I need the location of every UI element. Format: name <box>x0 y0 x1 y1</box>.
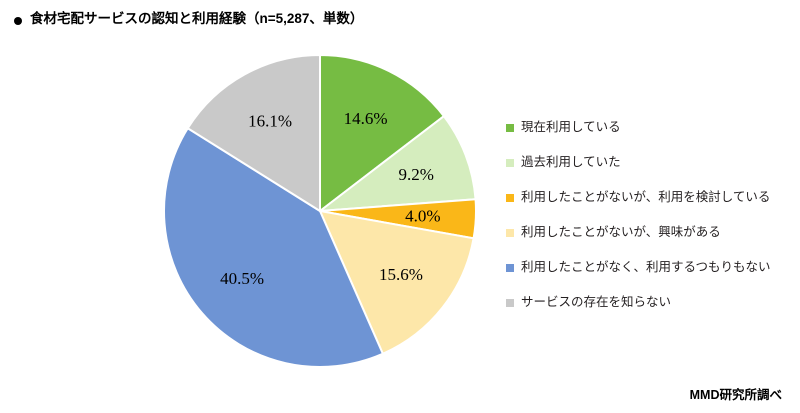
legend-swatch-icon <box>506 123 514 132</box>
legend-item[interactable]: 利用したことがないが、利用を検討している <box>506 180 792 215</box>
source-note: MMD研究所調べ <box>689 388 782 402</box>
pie-slice <box>316 114 477 213</box>
pie-slice-group <box>163 53 477 368</box>
pie-slice-value-label: 14.6% <box>344 109 388 128</box>
legend-item-label: サービスの存在を知らない <box>521 295 672 310</box>
pie-chart: 14.6% 9.2% 4.0% 15.6% 40.5% 16.1% <box>162 53 478 369</box>
pie-slice <box>186 53 321 213</box>
legend-item[interactable]: 過去利用していた <box>506 145 792 180</box>
pie-slice <box>163 126 385 368</box>
legend-item[interactable]: サービスの存在を知らない <box>506 285 792 320</box>
pie-slice <box>319 53 446 214</box>
legend-swatch-icon <box>506 158 514 167</box>
bullet-dot-icon <box>14 17 22 25</box>
legend-swatch-icon <box>506 263 514 272</box>
legend-item-label: 利用したことがないが、興味がある <box>521 225 721 240</box>
pie-slice <box>318 209 475 356</box>
legend-item[interactable]: 現在利用している <box>506 110 792 145</box>
legend: 現在利用している 過去利用していた利用したことがないが、利用を検討している 利用した… <box>506 110 792 320</box>
pie-chart-svg: 14.6% 9.2% 4.0% 15.6% 40.5% 16.1% <box>163 53 477 368</box>
pie-slice-value-label: 16.1% <box>248 111 292 130</box>
legend-item-label: 過去利用していた <box>521 155 621 170</box>
legend-swatch-icon <box>506 193 514 202</box>
legend-item-label: 現在利用している <box>521 120 621 135</box>
page-title-text: 食材宅配サービスの認知と利用経験（n=5,287、単数） <box>30 11 364 26</box>
legend-swatch-icon <box>506 298 514 307</box>
page-title: 食材宅配サービスの認知と利用経験（n=5,287、単数） <box>14 11 364 27</box>
legend-item-label: 利用したことがなく、利用するつもりもない <box>521 260 771 275</box>
legend-item[interactable]: 利用したことがないが、興味がある <box>506 215 792 250</box>
pie-label-group: 14.6% 9.2% 4.0% 15.6% 40.5% 16.1% <box>220 109 440 288</box>
pie-slice-value-label: 4.0% <box>405 207 440 226</box>
pie-slice-value-label: 9.2% <box>398 165 433 184</box>
legend-item[interactable]: 利用したことがなく、利用するつもりもない <box>506 250 792 285</box>
pie-slice-value-label: 15.6% <box>379 265 423 284</box>
legend-item-label: 利用したことがないが、利用を検討している <box>521 190 771 205</box>
legend-swatch-icon <box>506 228 514 237</box>
pie-slice-value-label: 40.5% <box>220 269 264 288</box>
